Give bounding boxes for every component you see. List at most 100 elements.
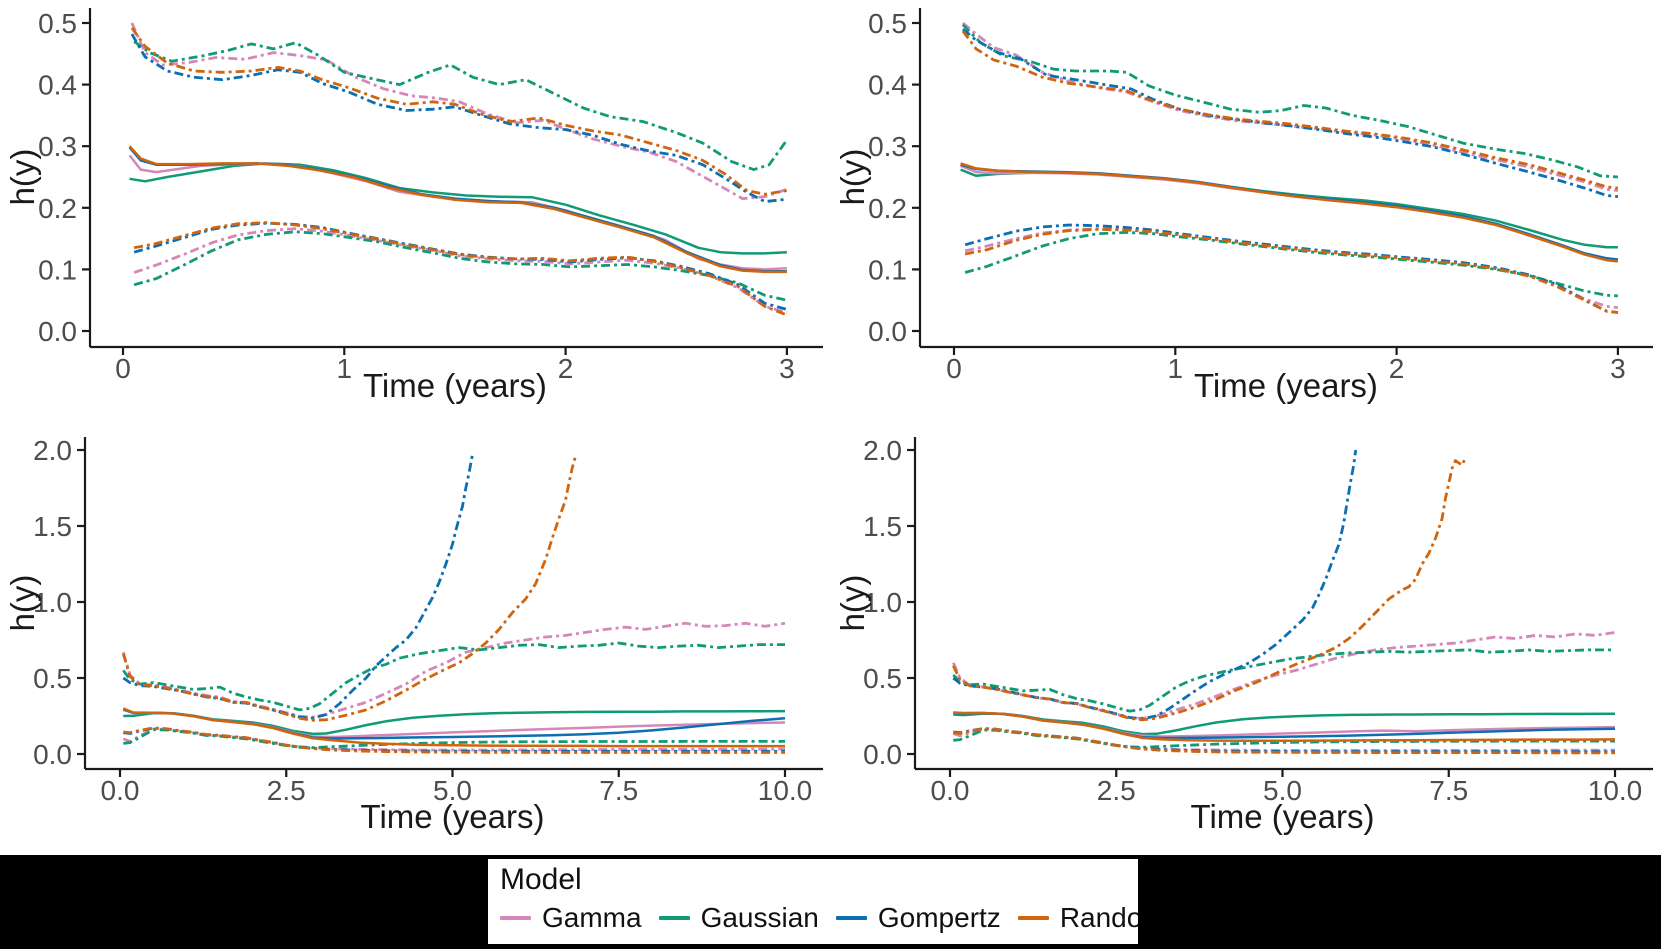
legend-label-random_walk: Random Walk (1059, 902, 1138, 933)
series-gaussian-upper (122, 641, 785, 712)
x-tick-label: 5.0 (433, 775, 472, 806)
series-gaussian-upper (961, 23, 1618, 179)
series-gompertz-upper (952, 449, 1358, 721)
footer-bar: Model Gamma Gaussian Gompertz Random Walk (0, 855, 1661, 949)
y-tick-label: 1.0 (33, 587, 72, 618)
y-tick-label: 0.2 (38, 193, 77, 224)
series-gaussian-median (129, 162, 787, 255)
legend-key-gamma-icon (500, 916, 531, 920)
x-tick-label: 1 (1168, 353, 1184, 384)
series-gamma-upper (961, 21, 1619, 192)
series-random_walk-upper (130, 27, 788, 196)
x-tick-label: 7.5 (1429, 775, 1468, 806)
x-tick-label: 7.5 (599, 775, 638, 806)
series-random_walk-lower (964, 227, 1619, 314)
y-axis-title: h(y) (4, 149, 41, 206)
y-tick-label: 0.3 (868, 131, 907, 162)
x-tick-label: 0 (115, 353, 131, 384)
series-random_walk-lower (133, 221, 788, 317)
series-random_walk-upper (952, 457, 1467, 722)
series-gamma-upper (121, 621, 786, 719)
y-tick-label: 0.5 (33, 663, 72, 694)
y-axis-title: h(y) (4, 575, 41, 632)
y-tick-label: 0.0 (38, 316, 77, 347)
legend-key-gaussian-icon (658, 916, 690, 920)
series-gaussian-upper (952, 648, 1615, 713)
series-random_walk-upper (961, 30, 1619, 190)
legend-item-random_walk: Random Walk (1017, 902, 1138, 934)
series-random_walk-median (953, 711, 1616, 743)
series-gaussian-lower (123, 728, 785, 749)
x-axis-title: Time (years) (1194, 367, 1378, 404)
panel-bottom-left: 0.0 2.5 5.0 7.5 10.0 0.0 0.5 1.0 1.5 2.0 Time (yea… (4, 435, 823, 835)
series-random_walk-upper (121, 455, 577, 722)
x-tick-label: 2.5 (267, 775, 306, 806)
legend-label-gaussian: Gaussian (700, 902, 819, 933)
y-tick-label: 0.4 (38, 70, 77, 101)
hazard-panels-svg: 0 1 2 3 0.0 0.1 0.2 0.3 0.4 0.5 Time (years) h(y) 0 1… (4, 8, 1653, 835)
series-gamma-upper (130, 22, 788, 201)
y-tick-label: 2.0 (33, 435, 72, 466)
y-tick-label: 2.0 (863, 435, 902, 466)
legend-items: Gamma Gaussian Gompertz Random Walk (500, 902, 1138, 934)
y-tick-label: 0.5 (38, 8, 77, 39)
y-tick-label: 1.5 (863, 511, 902, 542)
x-axis-title: Time (years) (1191, 798, 1375, 835)
panel-top-right: 0 1 2 3 0.0 0.1 0.2 0.3 0.4 0.5 Time (years) h(y) (834, 8, 1653, 404)
legend-item-gamma: Gamma (500, 902, 642, 934)
y-tick-label: 0.1 (868, 254, 907, 285)
y-tick-label: 1.5 (33, 511, 72, 542)
x-tick-label: 3 (779, 353, 795, 384)
y-tick-label: 0.3 (38, 131, 77, 162)
series-gaussian-lower (133, 230, 788, 302)
panel-top-left: 0 1 2 3 0.0 0.1 0.2 0.3 0.4 0.5 Time (years) h(y) (4, 8, 823, 404)
y-tick-label: 0.1 (38, 254, 77, 285)
y-axis-title: h(y) (834, 149, 871, 206)
x-tick-label: 0.0 (101, 775, 140, 806)
series-gamma-lower (133, 227, 788, 314)
series-gompertz-upper (962, 28, 1619, 199)
series-random_walk-median (122, 707, 785, 748)
x-axis-title: Time (years) (361, 798, 545, 835)
y-tick-label: 0.2 (868, 193, 907, 224)
series-gompertz-upper (130, 33, 788, 204)
x-tick-label: 2 (1389, 353, 1405, 384)
legend: Model Gamma Gaussian Gompertz Random Walk (488, 859, 1138, 944)
x-tick-label: 1 (337, 353, 353, 384)
y-tick-label: 0.5 (863, 663, 902, 694)
x-tick-label: 10.0 (1588, 775, 1643, 806)
legend-item-gompertz: Gompertz (835, 902, 1001, 934)
y-tick-label: 0.5 (868, 8, 907, 39)
series-gaussian-median (123, 709, 786, 736)
series-gaussian-median (960, 168, 1618, 249)
y-axis-title: h(y) (834, 575, 871, 632)
x-tick-label: 5.0 (1263, 775, 1302, 806)
series-gamma-upper (952, 631, 1616, 720)
legend-label-gompertz: Gompertz (877, 902, 1001, 933)
x-tick-label: 10.0 (758, 775, 813, 806)
x-tick-label: 0 (946, 353, 962, 384)
series-gompertz-upper (122, 454, 474, 720)
legend-label-gamma: Gamma (542, 902, 642, 933)
series-gompertz-lower (964, 223, 1619, 314)
x-tick-label: 2.5 (1097, 775, 1136, 806)
panel-bottom-right: 0.0 2.5 5.0 7.5 10.0 0.0 0.5 1.0 1.5 2.0 Time (yea… (834, 435, 1653, 835)
y-tick-label: 0.4 (868, 70, 907, 101)
series-gaussian-lower (964, 230, 1618, 298)
y-tick-label: 0.0 (33, 739, 72, 770)
x-tick-label: 2 (558, 353, 574, 384)
legend-key-gompertz-icon (835, 916, 867, 920)
series-gaussian-upper (133, 40, 789, 172)
y-tick-label: 1.0 (863, 587, 902, 618)
series-gompertz-median (960, 163, 1619, 261)
legend-title: Model (500, 863, 582, 896)
series-random_walk-median (128, 145, 787, 274)
x-tick-label: 3 (1610, 353, 1626, 384)
legend-key-random_walk-icon (1017, 916, 1049, 920)
legend-item-gaussian: Gaussian (658, 902, 819, 934)
x-axis-title: Time (years) (363, 367, 547, 404)
x-tick-label: 0.0 (931, 775, 970, 806)
y-tick-label: 0.0 (863, 739, 902, 770)
y-tick-label: 0.0 (868, 316, 907, 347)
